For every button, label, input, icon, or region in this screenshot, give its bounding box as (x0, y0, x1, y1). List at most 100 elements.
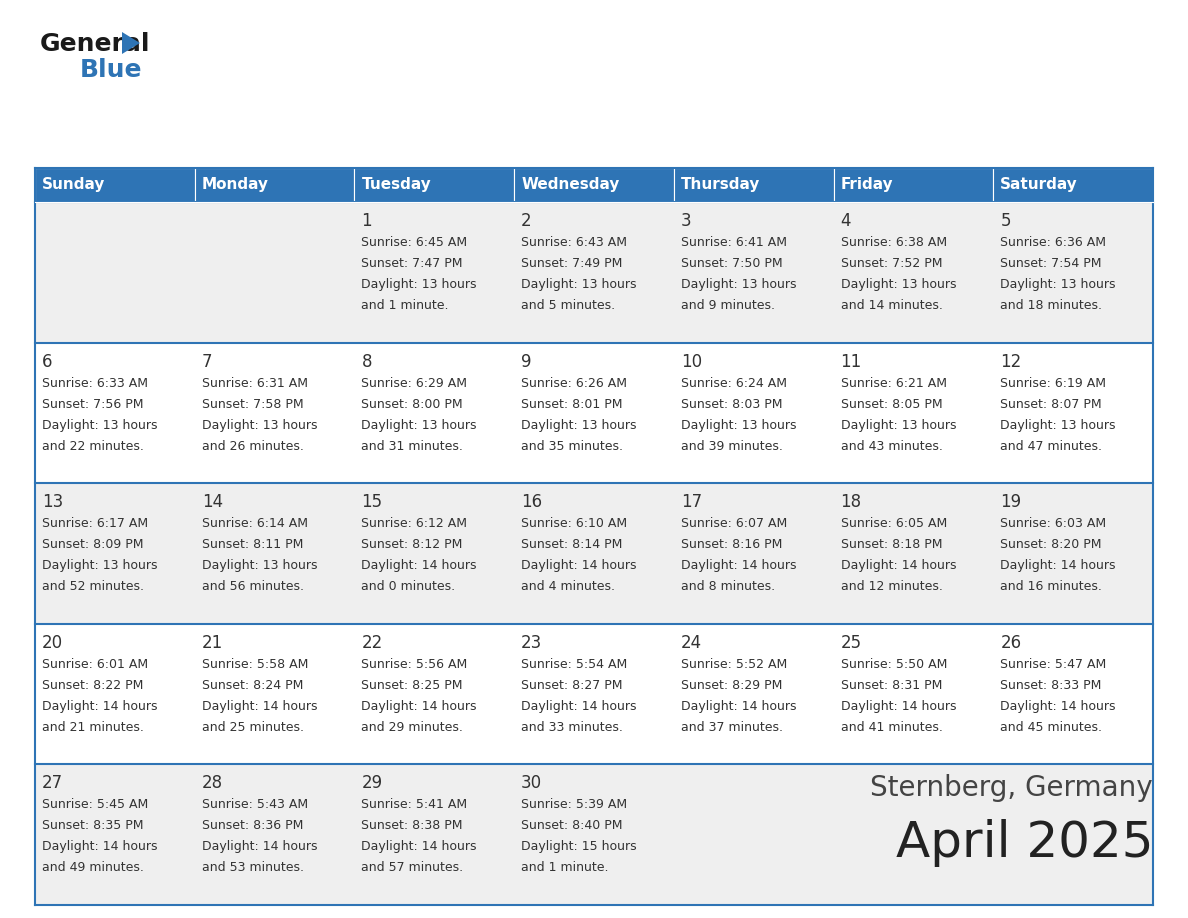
Text: 10: 10 (681, 353, 702, 371)
Text: Wednesday: Wednesday (522, 177, 619, 193)
Text: Daylight: 14 hours: Daylight: 14 hours (1000, 559, 1116, 572)
Text: and 37 minutes.: and 37 minutes. (681, 721, 783, 733)
Text: Sunset: 7:47 PM: Sunset: 7:47 PM (361, 257, 463, 270)
Bar (354, 168, 514, 202)
Text: Sunset: 7:52 PM: Sunset: 7:52 PM (841, 257, 942, 270)
Text: Daylight: 13 hours: Daylight: 13 hours (361, 419, 476, 431)
Polygon shape (122, 32, 140, 54)
Text: 16: 16 (522, 493, 542, 511)
Text: Sunrise: 6:36 AM: Sunrise: 6:36 AM (1000, 236, 1106, 249)
Text: 21: 21 (202, 633, 223, 652)
Text: and 53 minutes.: and 53 minutes. (202, 861, 304, 875)
Text: Daylight: 14 hours: Daylight: 14 hours (681, 559, 796, 572)
Text: Sunrise: 6:10 AM: Sunrise: 6:10 AM (522, 517, 627, 531)
Text: Daylight: 13 hours: Daylight: 13 hours (202, 419, 317, 431)
Text: Sunrise: 6:12 AM: Sunrise: 6:12 AM (361, 517, 467, 531)
Text: April 2025: April 2025 (896, 819, 1154, 867)
Text: and 4 minutes.: and 4 minutes. (522, 580, 615, 593)
Text: Daylight: 13 hours: Daylight: 13 hours (681, 419, 796, 431)
Text: and 31 minutes.: and 31 minutes. (361, 440, 463, 453)
Text: 5: 5 (1000, 212, 1011, 230)
Text: and 8 minutes.: and 8 minutes. (681, 580, 775, 593)
Text: Daylight: 13 hours: Daylight: 13 hours (42, 419, 158, 431)
Text: Daylight: 13 hours: Daylight: 13 hours (841, 278, 956, 291)
Text: Daylight: 13 hours: Daylight: 13 hours (361, 278, 476, 291)
Text: Sunset: 8:29 PM: Sunset: 8:29 PM (681, 678, 782, 692)
Text: and 18 minutes.: and 18 minutes. (1000, 299, 1102, 312)
Text: and 35 minutes.: and 35 minutes. (522, 440, 624, 453)
Text: 1: 1 (361, 212, 372, 230)
Text: Sunset: 8:22 PM: Sunset: 8:22 PM (42, 678, 144, 692)
Text: Daylight: 14 hours: Daylight: 14 hours (1000, 700, 1116, 712)
Text: and 41 minutes.: and 41 minutes. (841, 721, 942, 733)
Text: and 33 minutes.: and 33 minutes. (522, 721, 623, 733)
Text: Monday: Monday (202, 177, 268, 193)
Text: Sunset: 8:14 PM: Sunset: 8:14 PM (522, 538, 623, 551)
Text: and 47 minutes.: and 47 minutes. (1000, 440, 1102, 453)
Text: Tuesday: Tuesday (361, 177, 431, 193)
Bar (195, 168, 354, 202)
Text: 9: 9 (522, 353, 532, 371)
Text: and 26 minutes.: and 26 minutes. (202, 440, 304, 453)
Text: Sunrise: 5:54 AM: Sunrise: 5:54 AM (522, 658, 627, 671)
Text: Saturday: Saturday (1000, 177, 1078, 193)
Text: Sunrise: 6:01 AM: Sunrise: 6:01 AM (42, 658, 148, 671)
Text: and 14 minutes.: and 14 minutes. (841, 299, 942, 312)
Text: 14: 14 (202, 493, 223, 511)
Text: and 5 minutes.: and 5 minutes. (522, 299, 615, 312)
Text: Daylight: 14 hours: Daylight: 14 hours (522, 700, 637, 712)
Bar (34, 483, 1154, 624)
Text: and 21 minutes.: and 21 minutes. (42, 721, 144, 733)
Text: Daylight: 13 hours: Daylight: 13 hours (42, 559, 158, 572)
Text: Sunset: 7:54 PM: Sunset: 7:54 PM (1000, 257, 1101, 270)
Text: 17: 17 (681, 493, 702, 511)
Text: Sunrise: 6:24 AM: Sunrise: 6:24 AM (681, 376, 786, 389)
Text: Sunset: 8:07 PM: Sunset: 8:07 PM (1000, 397, 1102, 410)
Text: 24: 24 (681, 633, 702, 652)
Text: Sunset: 8:38 PM: Sunset: 8:38 PM (361, 820, 463, 833)
Text: 25: 25 (841, 633, 861, 652)
Text: Sunrise: 5:43 AM: Sunrise: 5:43 AM (202, 799, 308, 812)
Text: Sunrise: 6:33 AM: Sunrise: 6:33 AM (42, 376, 148, 389)
Text: 26: 26 (1000, 633, 1022, 652)
Text: Sunrise: 5:58 AM: Sunrise: 5:58 AM (202, 658, 308, 671)
Text: Daylight: 14 hours: Daylight: 14 hours (361, 840, 476, 854)
Bar (993, 168, 1154, 202)
Bar (834, 168, 993, 202)
Text: and 45 minutes.: and 45 minutes. (1000, 721, 1102, 733)
Text: Daylight: 13 hours: Daylight: 13 hours (1000, 278, 1116, 291)
Text: 28: 28 (202, 775, 223, 792)
Text: Sunrise: 5:39 AM: Sunrise: 5:39 AM (522, 799, 627, 812)
Text: Sunrise: 6:41 AM: Sunrise: 6:41 AM (681, 236, 786, 249)
Text: Daylight: 14 hours: Daylight: 14 hours (841, 700, 956, 712)
Text: 3: 3 (681, 212, 691, 230)
Text: Sunset: 8:25 PM: Sunset: 8:25 PM (361, 678, 463, 692)
Text: and 39 minutes.: and 39 minutes. (681, 440, 783, 453)
Text: and 25 minutes.: and 25 minutes. (202, 721, 304, 733)
Text: Daylight: 14 hours: Daylight: 14 hours (42, 840, 158, 854)
Text: and 1 minute.: and 1 minute. (522, 861, 608, 875)
Text: Daylight: 13 hours: Daylight: 13 hours (202, 559, 317, 572)
Text: Sunrise: 6:14 AM: Sunrise: 6:14 AM (202, 517, 308, 531)
Text: Sunset: 8:05 PM: Sunset: 8:05 PM (841, 397, 942, 410)
Text: Sunrise: 6:17 AM: Sunrise: 6:17 AM (42, 517, 148, 531)
Text: 27: 27 (42, 775, 63, 792)
Text: Sunset: 8:09 PM: Sunset: 8:09 PM (42, 538, 144, 551)
Bar (34, 765, 1154, 905)
Text: 22: 22 (361, 633, 383, 652)
Text: and 52 minutes.: and 52 minutes. (42, 580, 144, 593)
Text: Sunrise: 6:26 AM: Sunrise: 6:26 AM (522, 376, 627, 389)
Bar (34, 168, 195, 202)
Text: Sunset: 7:50 PM: Sunset: 7:50 PM (681, 257, 783, 270)
Text: Sunrise: 6:19 AM: Sunrise: 6:19 AM (1000, 376, 1106, 389)
Text: Daylight: 13 hours: Daylight: 13 hours (522, 419, 637, 431)
Text: 8: 8 (361, 353, 372, 371)
Text: Sunset: 8:01 PM: Sunset: 8:01 PM (522, 397, 623, 410)
Text: Friday: Friday (841, 177, 893, 193)
Text: Sunrise: 6:07 AM: Sunrise: 6:07 AM (681, 517, 788, 531)
Text: 15: 15 (361, 493, 383, 511)
Text: and 57 minutes.: and 57 minutes. (361, 861, 463, 875)
Text: Sunset: 7:49 PM: Sunset: 7:49 PM (522, 257, 623, 270)
Text: Daylight: 14 hours: Daylight: 14 hours (522, 559, 637, 572)
Text: Sunset: 8:36 PM: Sunset: 8:36 PM (202, 820, 303, 833)
